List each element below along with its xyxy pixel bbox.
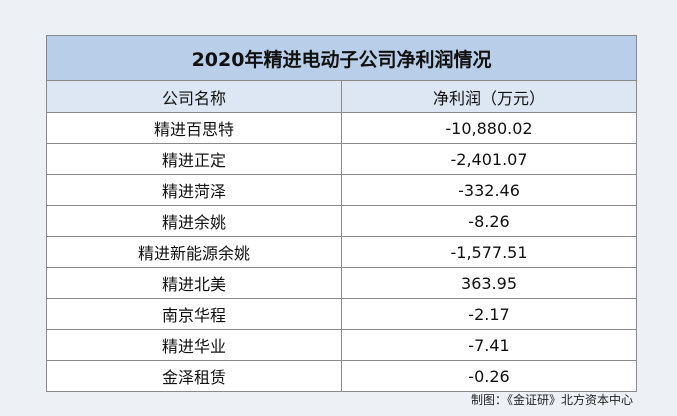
profit-table: 2020年精进电动子公司净利润情况 公司名称 净利润（万元） 精进百思特 -10,… — [45, 35, 638, 392]
net-profit: -332.46 — [340, 174, 638, 206]
table-row: 精进正定 -2,401.07 — [46, 143, 638, 175]
net-profit: -8.26 — [340, 205, 638, 237]
net-profit: -1,577.51 — [340, 236, 638, 268]
company-name: 南京华程 — [46, 298, 342, 330]
table-row: 精进华业 -7.41 — [46, 329, 638, 361]
net-profit: -2.17 — [340, 298, 638, 330]
table-row: 南京华程 -2.17 — [46, 298, 638, 330]
company-name: 精进正定 — [46, 143, 342, 175]
table-row: 金泽租赁 -0.26 — [46, 360, 638, 392]
column-header: 净利润（万元） — [340, 80, 638, 113]
company-name: 精进新能源余姚 — [46, 236, 342, 268]
source-note: 制图：《金证研》北方资本中心 — [470, 393, 633, 407]
table-row: 精进余姚 -8.26 — [46, 205, 638, 237]
table-row: 精进百思特 -10,880.02 — [46, 112, 638, 144]
table-row: 精进新能源余姚 -1,577.51 — [46, 236, 638, 268]
net-profit: -10,880.02 — [340, 112, 638, 144]
table-row: 精进菏泽 -332.46 — [46, 174, 638, 206]
company-name: 精进华业 — [46, 329, 342, 361]
company-name: 精进百思特 — [46, 112, 342, 144]
company-name: 精进余姚 — [46, 205, 342, 237]
title-row: 2020年精进电动子公司净利润情况 — [45, 35, 638, 81]
net-profit: -0.26 — [340, 360, 638, 392]
net-profit: 363.95 — [340, 267, 638, 299]
table-title: 2020年精进电动子公司净利润情况 — [45, 35, 638, 81]
table-row: 精进北美 363.95 — [46, 267, 638, 299]
table-body: 精进百思特 -10,880.02 精进正定 -2,401.07 精进菏泽 -332.46 精… — [46, 112, 638, 392]
company-name: 金泽租赁 — [46, 360, 342, 392]
company-name: 精进菏泽 — [46, 174, 342, 206]
net-profit: -2,401.07 — [340, 143, 638, 175]
column-header: 公司名称 — [46, 80, 342, 113]
net-profit: -7.41 — [340, 329, 638, 361]
company-name: 精进北美 — [46, 267, 342, 299]
header-row: 公司名称 净利润（万元） — [46, 80, 638, 113]
